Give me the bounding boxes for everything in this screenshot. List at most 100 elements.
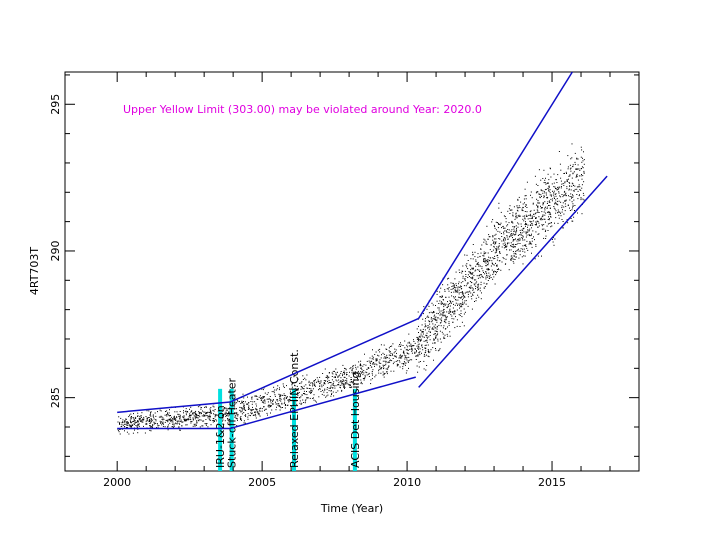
data-point (565, 195, 567, 197)
data-point (227, 413, 229, 414)
data-point (185, 408, 187, 410)
data-point (148, 421, 150, 423)
data-point (526, 247, 528, 249)
data-point (417, 354, 419, 356)
data-point (335, 377, 336, 378)
data-point (247, 409, 249, 410)
data-point (569, 175, 571, 177)
data-point (427, 337, 428, 339)
data-point (153, 421, 155, 423)
data-point (544, 192, 546, 194)
data-point (462, 275, 464, 277)
data-point (428, 328, 430, 330)
data-point (294, 375, 296, 377)
data-point (485, 276, 487, 278)
data-point (499, 251, 501, 253)
data-point (571, 197, 572, 199)
data-point (139, 416, 141, 418)
data-point (456, 325, 458, 327)
data-point (447, 278, 448, 280)
data-point (540, 194, 542, 196)
data-point (150, 422, 152, 424)
data-point (379, 351, 381, 353)
data-point (342, 364, 344, 366)
data-point (512, 222, 514, 224)
data-point (170, 420, 171, 422)
data-point (380, 357, 382, 359)
data-point (443, 314, 445, 316)
data-point (248, 414, 250, 416)
data-point (243, 422, 245, 424)
data-point (161, 418, 163, 420)
data-point (476, 264, 478, 265)
data-point (455, 299, 456, 301)
data-point (340, 381, 342, 383)
data-point (150, 412, 152, 414)
data-point (449, 305, 451, 307)
data-point (408, 345, 410, 347)
data-point (557, 174, 559, 176)
data-point (378, 368, 380, 370)
data-point (168, 418, 170, 420)
data-point (555, 188, 557, 190)
data-point (565, 171, 567, 173)
data-point (225, 415, 227, 417)
data-point (472, 267, 474, 269)
data-point (162, 419, 164, 421)
data-point (574, 205, 576, 206)
data-point (405, 364, 406, 366)
data-point (485, 241, 487, 243)
data-point (524, 239, 526, 241)
data-point (568, 175, 570, 177)
data-point (289, 388, 290, 390)
data-point (333, 395, 335, 397)
data-point (279, 399, 281, 401)
data-point (539, 197, 541, 199)
data-point (274, 389, 276, 391)
data-point (150, 426, 152, 428)
data-point (564, 210, 566, 212)
data-point (497, 230, 499, 232)
data-point (289, 398, 291, 400)
data-point (485, 265, 487, 267)
data-point (310, 392, 312, 394)
data-point (192, 418, 194, 420)
data-point (500, 269, 502, 271)
data-point (493, 258, 495, 260)
data-point (557, 212, 558, 214)
data-point (276, 403, 278, 405)
data-point (566, 186, 568, 188)
data-point (569, 174, 571, 176)
data-point (529, 211, 531, 213)
event-marker (218, 388, 223, 471)
data-point (296, 385, 298, 387)
data-point (496, 269, 498, 270)
data-point (481, 292, 482, 294)
data-point (528, 230, 530, 232)
data-point (496, 246, 498, 248)
data-point (172, 423, 173, 425)
data-point (542, 202, 544, 204)
data-point (511, 233, 513, 235)
data-point (440, 319, 442, 321)
data-point (362, 374, 364, 376)
data-point (526, 207, 528, 208)
data-point (344, 387, 345, 389)
data-point (363, 372, 365, 374)
data-point (505, 245, 506, 247)
data-point (286, 404, 288, 406)
data-point (129, 424, 131, 426)
data-point (382, 365, 384, 367)
data-point (562, 221, 564, 222)
data-point (553, 207, 555, 209)
data-point (179, 416, 180, 418)
data-point (149, 425, 151, 427)
data-point (416, 350, 417, 352)
data-point (146, 417, 148, 419)
data-point (291, 383, 293, 385)
data-point (417, 347, 419, 349)
data-point (464, 296, 466, 298)
data-point (532, 230, 534, 232)
data-point (221, 411, 223, 413)
data-point (339, 386, 341, 388)
